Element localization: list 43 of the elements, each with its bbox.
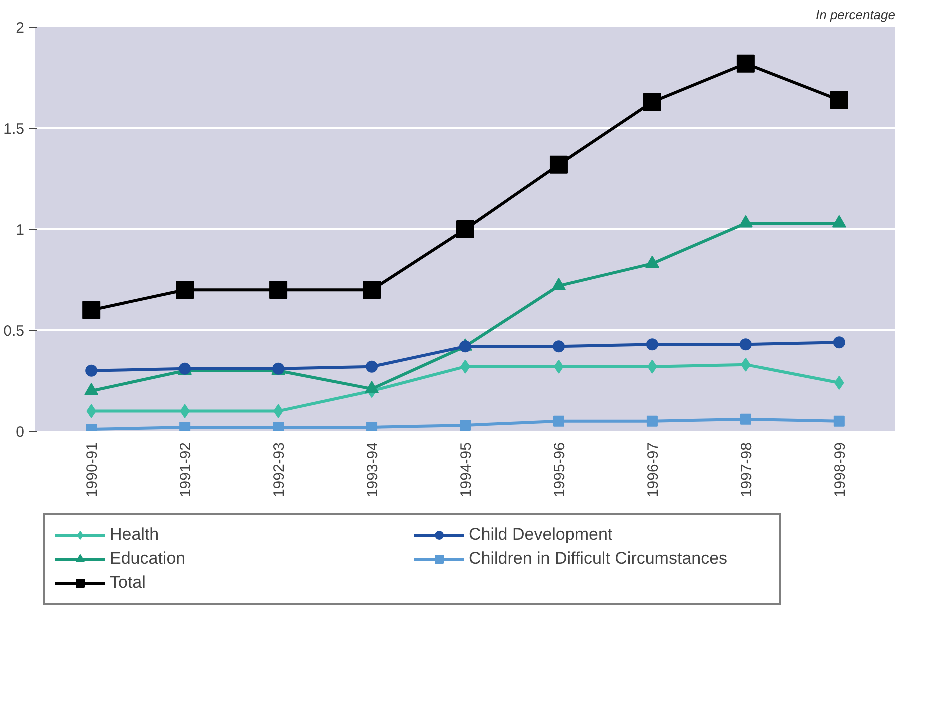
point	[553, 416, 564, 427]
x-tick-label: 1992-93	[271, 442, 288, 498]
point	[830, 91, 848, 110]
y-tick-label: 0.5	[4, 323, 25, 340]
x-tick-label: 1993-94	[364, 442, 382, 498]
y-tick-label: 2	[16, 20, 24, 37]
legend-label: Children in Difficult Circumstances	[469, 549, 729, 569]
x-tick-label: 1998-99	[832, 442, 849, 498]
legend-label: Education	[110, 549, 187, 569]
y-tick-label: 1	[16, 222, 24, 239]
y-tick-label: 0	[16, 424, 24, 441]
legend-label: Health	[110, 525, 160, 545]
point	[736, 54, 755, 73]
x-tick-label: 1994-95	[458, 442, 475, 498]
legend-label: Total	[110, 573, 147, 593]
point	[740, 338, 752, 351]
point	[643, 93, 662, 112]
point	[363, 281, 382, 300]
point	[550, 156, 568, 174]
x-tick-label: 1990-91	[84, 442, 102, 498]
legend-label: Child Development	[469, 525, 614, 545]
point	[366, 422, 378, 432]
point	[273, 422, 284, 432]
point	[646, 416, 658, 427]
point	[834, 416, 845, 427]
point	[833, 336, 846, 349]
point	[270, 281, 288, 300]
text: In percentage	[816, 8, 896, 22]
point	[180, 422, 191, 432]
y-tick-label: 1.5	[4, 121, 25, 138]
point	[82, 301, 101, 320]
x-tick-label: 1995-96	[551, 442, 568, 498]
point	[176, 281, 194, 300]
point	[456, 220, 474, 238]
x-tick-label: 1996-97	[644, 442, 662, 498]
x-tick-label: 1997-98	[738, 442, 756, 498]
point	[460, 420, 471, 431]
point	[740, 414, 752, 425]
point	[86, 364, 98, 377]
point	[552, 340, 565, 353]
point	[646, 338, 658, 351]
x-tick-label: 1991-92	[178, 442, 195, 498]
point	[366, 360, 378, 373]
